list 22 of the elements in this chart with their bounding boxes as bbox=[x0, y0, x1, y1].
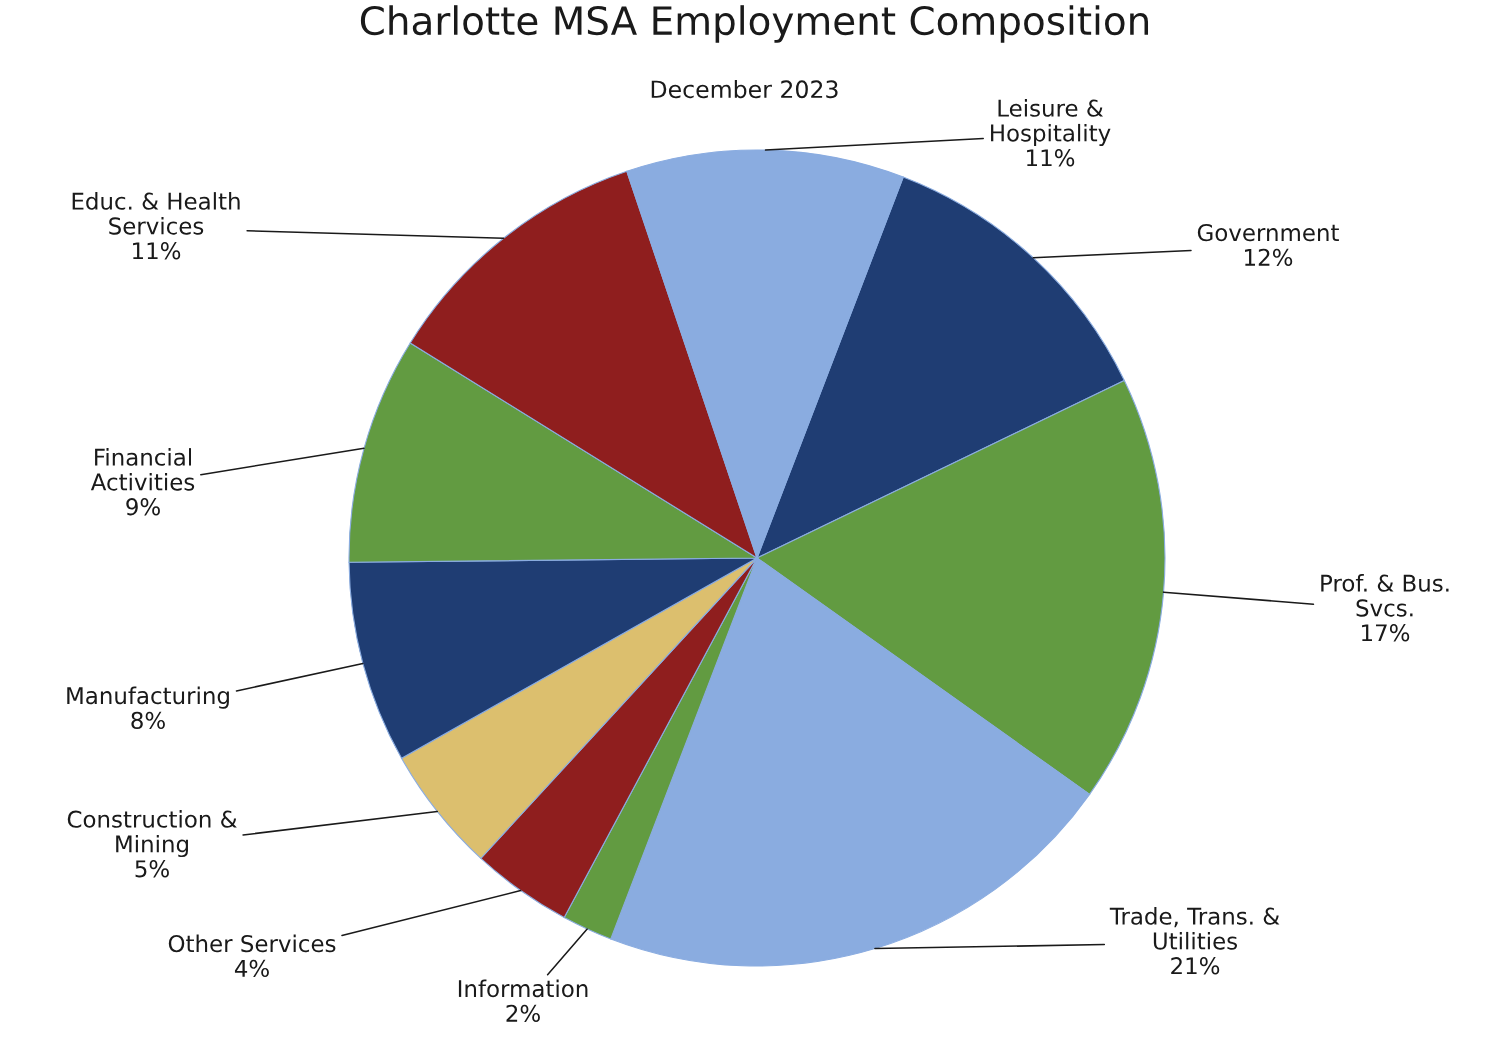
data-label: 8% bbox=[131, 711, 165, 730]
slice-label: Trade, Trans. & Utilities bbox=[1109, 907, 1280, 950]
slice-label: Leisure & Hospitality bbox=[991, 99, 1111, 147]
slice-label: Government bbox=[1197, 223, 1339, 242]
slice-label: Other Services bbox=[168, 934, 336, 953]
data-label: 4% bbox=[234, 959, 269, 978]
data-label: 11% bbox=[133, 242, 181, 260]
data-label: 5% bbox=[135, 860, 169, 878]
data-label: 2% bbox=[506, 1004, 540, 1023]
data-label: 12% bbox=[1245, 248, 1293, 267]
slice-label: Construction & Mining bbox=[67, 810, 237, 858]
slice-label: Educ. & Health Services bbox=[72, 192, 240, 235]
chart-subtitle: December 2023 bbox=[651, 79, 838, 99]
data-label: 9% bbox=[126, 498, 160, 516]
data-label: 11% bbox=[1027, 149, 1075, 167]
data-label: 17% bbox=[1362, 624, 1410, 642]
chart-title: Charlotte MSA Employment Composition bbox=[360, 5, 1149, 43]
data-label: 21% bbox=[1171, 957, 1220, 975]
slice-label: Prof. & Bus. Svcs. bbox=[1321, 574, 1449, 617]
slice-label: Information bbox=[458, 979, 588, 998]
slice-label: Manufacturing bbox=[67, 686, 229, 709]
slice-label: Financial Activities bbox=[90, 448, 195, 491]
